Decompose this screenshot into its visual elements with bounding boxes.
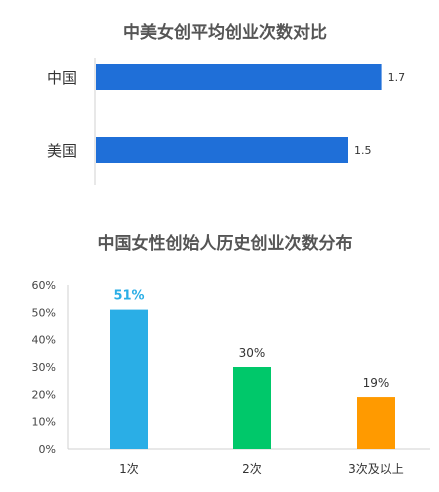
chart1-bar [96, 137, 348, 163]
chart2-y-tick-label: 20% [32, 388, 56, 401]
chart2-y-tick-label: 50% [32, 306, 56, 319]
chart2-category-label: 2次 [242, 462, 262, 476]
chart1-value-label: 1.7 [388, 71, 406, 84]
chart1-category-label: 中国 [47, 69, 77, 87]
chart2-category-label: 3次及以上 [348, 462, 404, 476]
chart2-bar [233, 367, 271, 449]
chart2-value-label: 51% [113, 289, 144, 304]
chart2-value-label: 30% [239, 346, 266, 360]
chart1-title: 中美女创平均创业次数对比 [123, 22, 327, 43]
chart2-category-label: 1次 [119, 462, 139, 476]
chart1-bar [96, 64, 382, 90]
chart2-value-label: 19% [363, 376, 390, 390]
chart2-title: 中国女性创始人历史创业次数分布 [98, 233, 353, 254]
chart2-y-tick-label: 40% [32, 334, 56, 347]
chart2-y-tick-label: 0% [39, 443, 56, 456]
chart1-value-label: 1.5 [354, 144, 372, 157]
chart2-y-tick-label: 10% [32, 416, 56, 429]
chart2-y-tick-label: 30% [32, 361, 56, 374]
chart2-bar [357, 397, 395, 449]
chart1-category-label: 美国 [47, 142, 77, 160]
chart2-y-tick-label: 60% [32, 279, 56, 292]
chart2-bar [110, 309, 148, 449]
